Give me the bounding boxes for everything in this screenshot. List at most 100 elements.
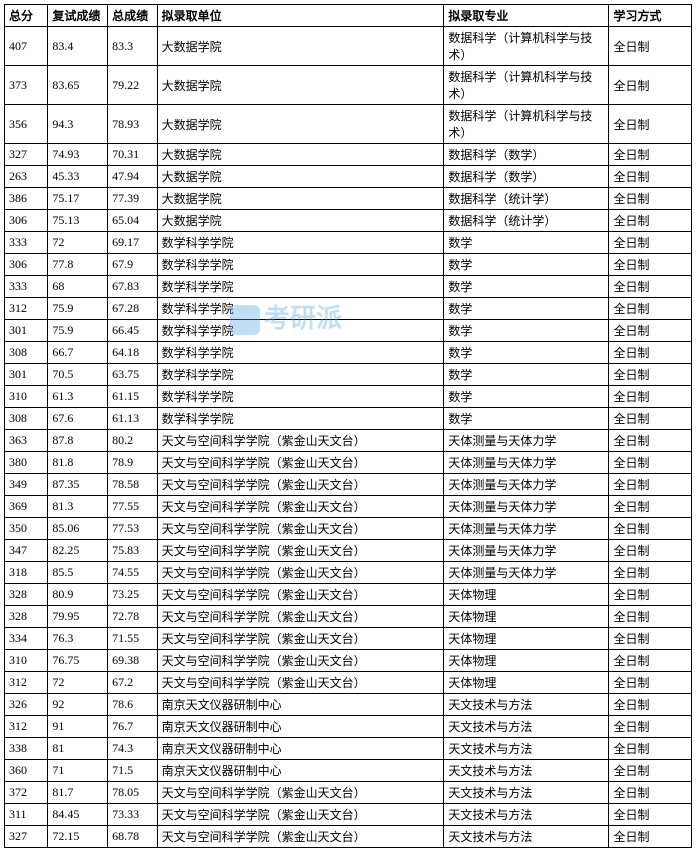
table-cell: 数据科学（统计学） (444, 188, 609, 210)
table-cell: 65.04 (108, 210, 158, 232)
header-study-mode: 学习方式 (609, 5, 692, 27)
table-cell: 79.95 (48, 606, 108, 628)
admission-table: 总分 复试成绩 总成绩 拟录取单位 拟录取专业 学习方式 40783.483.3… (4, 4, 692, 848)
table-cell: 83.4 (48, 27, 108, 66)
table-cell: 369 (5, 496, 48, 518)
table-cell: 77.53 (108, 518, 158, 540)
table-cell: 天体测量与天体力学 (444, 540, 609, 562)
table-cell: 47.94 (108, 166, 158, 188)
table-cell: 350 (5, 518, 48, 540)
table-cell: 全日制 (609, 760, 692, 782)
table-row: 32880.973.25天文与空间科学学院（紫金山天文台）天体物理全日制 (5, 584, 692, 606)
table-cell: 327 (5, 826, 48, 848)
table-cell: 87.35 (48, 474, 108, 496)
table-cell: 75.9 (48, 298, 108, 320)
table-cell: 81.3 (48, 496, 108, 518)
table-cell: 347 (5, 540, 48, 562)
table-cell: 328 (5, 584, 48, 606)
table-cell: 328 (5, 606, 48, 628)
table-cell: 334 (5, 628, 48, 650)
table-cell: 全日制 (609, 606, 692, 628)
table-cell: 67.28 (108, 298, 158, 320)
table-cell: 全日制 (609, 716, 692, 738)
table-cell: 数学 (444, 386, 609, 408)
table-cell: 天体物理 (444, 606, 609, 628)
header-major: 拟录取专业 (444, 5, 609, 27)
table-row: 31076.7569.38天文与空间科学学院（紫金山天文台）天体物理全日制 (5, 650, 692, 672)
table-cell: 333 (5, 232, 48, 254)
table-cell: 64.18 (108, 342, 158, 364)
header-retest-score: 复试成绩 (48, 5, 108, 27)
table-cell: 63.75 (108, 364, 158, 386)
table-cell: 天文与空间科学学院（紫金山天文台） (157, 628, 444, 650)
table-cell: 全日制 (609, 782, 692, 804)
table-cell: 85.5 (48, 562, 108, 584)
table-cell: 80.2 (108, 430, 158, 452)
table-row: 34782.2575.83天文与空间科学学院（紫金山天文台）天体测量与天体力学全… (5, 540, 692, 562)
table-cell: 363 (5, 430, 48, 452)
table-cell: 308 (5, 342, 48, 364)
table-cell: 全日制 (609, 694, 692, 716)
table-cell: 73.33 (108, 804, 158, 826)
table-cell: 全日制 (609, 562, 692, 584)
table-row: 3127267.2天文与空间科学学院（紫金山天文台）天体物理全日制 (5, 672, 692, 694)
table-cell: 数学科学学院 (157, 408, 444, 430)
table-cell: 67.9 (108, 254, 158, 276)
table-row: 31885.574.55天文与空间科学学院（紫金山天文台）天体测量与天体力学全日… (5, 562, 692, 584)
table-cell: 69.38 (108, 650, 158, 672)
table-cell: 81 (48, 738, 108, 760)
table-cell: 66.45 (108, 320, 158, 342)
table-cell: 83.3 (108, 27, 158, 66)
table-cell: 天文与空间科学学院（紫金山天文台） (157, 826, 444, 848)
table-cell: 45.33 (48, 166, 108, 188)
table-cell: 南京天文仪器研制中心 (157, 716, 444, 738)
table-row: 32774.9370.31大数据学院数据科学（数学）全日制 (5, 144, 692, 166)
table-cell: 312 (5, 672, 48, 694)
table-cell: 天文与空间科学学院（紫金山天文台） (157, 474, 444, 496)
table-cell: 全日制 (609, 496, 692, 518)
table-cell: 天文与空间科学学院（紫金山天文台） (157, 606, 444, 628)
table-cell: 全日制 (609, 738, 692, 760)
table-cell: 天体测量与天体力学 (444, 452, 609, 474)
table-cell: 全日制 (609, 342, 692, 364)
table-cell: 数学科学学院 (157, 298, 444, 320)
table-cell: 天体物理 (444, 672, 609, 694)
table-cell: 全日制 (609, 210, 692, 232)
table-cell: 327 (5, 144, 48, 166)
table-cell: 南京天文仪器研制中心 (157, 694, 444, 716)
header-final-score: 总成绩 (108, 5, 158, 27)
table-cell: 全日制 (609, 452, 692, 474)
table-cell: 全日制 (609, 364, 692, 386)
table-cell: 大数据学院 (157, 27, 444, 66)
table-cell: 天文与空间科学学院（紫金山天文台） (157, 584, 444, 606)
table-cell: 数学科学学院 (157, 254, 444, 276)
table-row: 30175.966.45数学科学学院数学全日制 (5, 320, 692, 342)
table-cell: 全日制 (609, 826, 692, 848)
table-cell: 南京天文仪器研制中心 (157, 738, 444, 760)
table-cell: 338 (5, 738, 48, 760)
table-cell: 72 (48, 232, 108, 254)
table-cell: 天体测量与天体力学 (444, 518, 609, 540)
table-cell: 78.05 (108, 782, 158, 804)
table-cell: 380 (5, 452, 48, 474)
table-cell: 78.58 (108, 474, 158, 496)
table-cell: 349 (5, 474, 48, 496)
table-cell: 373 (5, 66, 48, 105)
table-row: 35085.0677.53天文与空间科学学院（紫金山天文台）天体测量与天体力学全… (5, 518, 692, 540)
table-cell: 数据科学（数学） (444, 166, 609, 188)
table-cell: 77.55 (108, 496, 158, 518)
table-cell: 数学 (444, 254, 609, 276)
table-cell: 78.93 (108, 105, 158, 144)
table-row: 32879.9572.78天文与空间科学学院（紫金山天文台）天体物理全日制 (5, 606, 692, 628)
table-row: 33476.371.55天文与空间科学学院（紫金山天文台）天体物理全日制 (5, 628, 692, 650)
table-cell: 61.13 (108, 408, 158, 430)
table-cell: 大数据学院 (157, 144, 444, 166)
table-cell: 80.9 (48, 584, 108, 606)
table-cell: 263 (5, 166, 48, 188)
table-cell: 81.8 (48, 452, 108, 474)
table-cell: 全日制 (609, 584, 692, 606)
table-row: 38081.878.9天文与空间科学学院（紫金山天文台）天体测量与天体力学全日制 (5, 452, 692, 474)
table-cell: 全日制 (609, 540, 692, 562)
table-cell: 数据科学（计算机科学与技术） (444, 27, 609, 66)
table-cell: 天文技术与方法 (444, 694, 609, 716)
